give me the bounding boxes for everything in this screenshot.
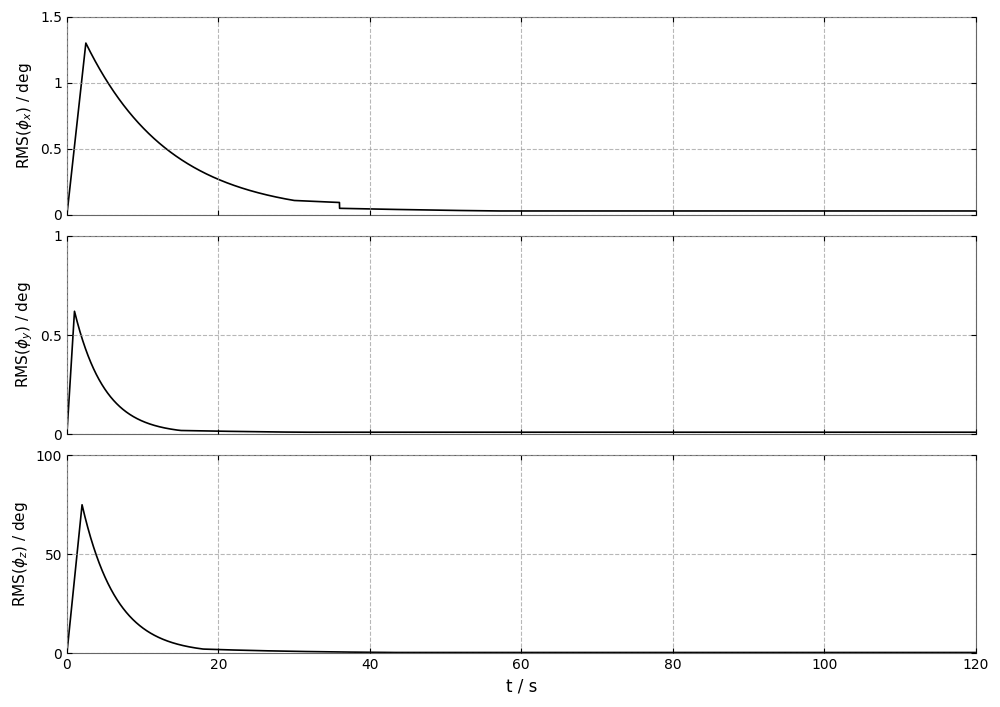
X-axis label: t / s: t / s [506, 678, 537, 696]
Y-axis label: RMS($\phi_y$) / deg: RMS($\phi_y$) / deg [14, 282, 35, 388]
Y-axis label: RMS($\phi_z$) / deg: RMS($\phi_z$) / deg [11, 501, 30, 607]
Y-axis label: RMS($\phi_x$) / deg: RMS($\phi_x$) / deg [15, 62, 34, 169]
